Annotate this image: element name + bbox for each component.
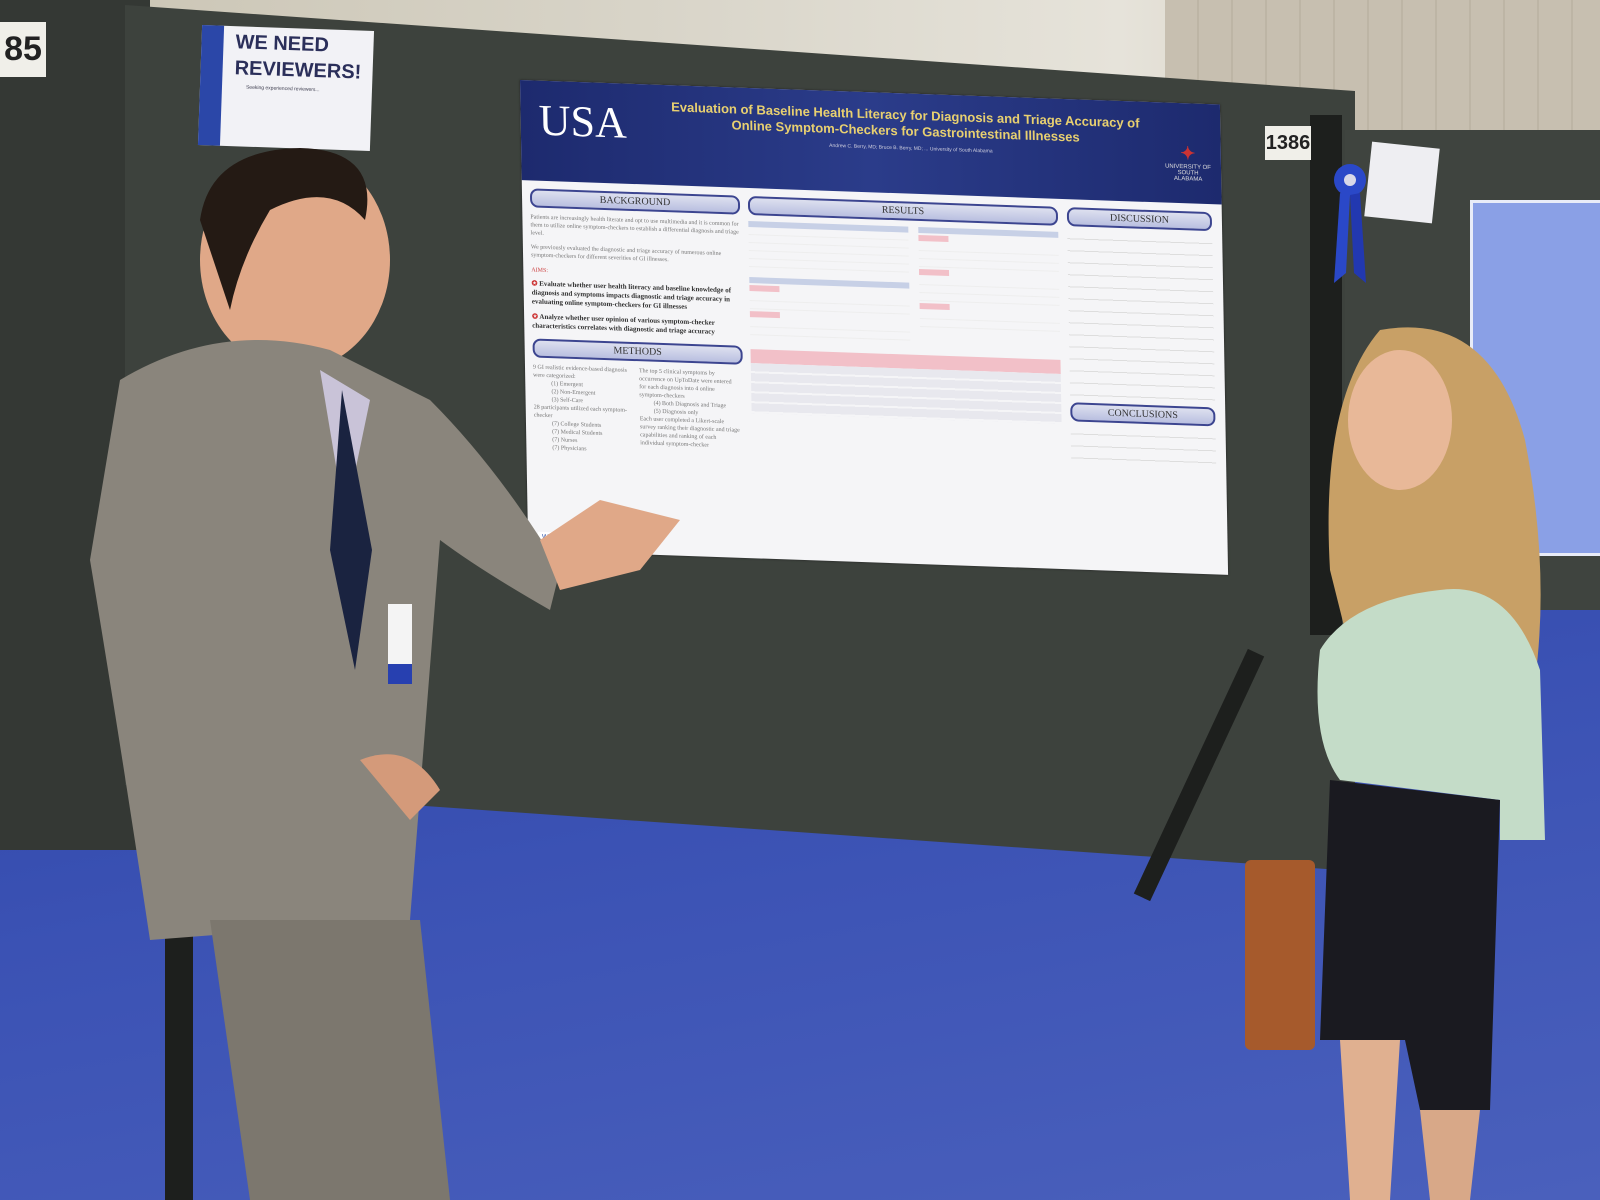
results-table-d bbox=[750, 363, 1062, 424]
pinned-flyer bbox=[1364, 141, 1440, 224]
blue-ribbon-award bbox=[1334, 164, 1366, 283]
ad-headline-1: WE NEED bbox=[235, 31, 330, 57]
results-table-a bbox=[748, 220, 910, 273]
results-tables bbox=[748, 220, 1060, 356]
results-table-c-body bbox=[918, 226, 1060, 332]
poster-right-column: DISCUSSION CONCLUSIONS bbox=[1066, 207, 1217, 473]
booth-number-right: 1386 bbox=[1265, 126, 1311, 160]
reviewers-ad-sign: WE NEED REVIEWERS! Seeking experienced r… bbox=[197, 25, 375, 151]
poster-results-column: RESULTS bbox=[747, 195, 1062, 424]
name-badge bbox=[388, 604, 412, 684]
brown-tote-bag bbox=[1245, 860, 1315, 1050]
university-logo: ✦ UNIVERSITY OF SOUTH ALABAMA bbox=[1165, 143, 1212, 183]
board-stand-leg-left bbox=[165, 930, 193, 1200]
university-name: UNIVERSITY OF SOUTH ALABAMA bbox=[1165, 163, 1212, 183]
presenter-man bbox=[90, 148, 680, 1200]
discussion-heading: DISCUSSION bbox=[1066, 207, 1213, 232]
conclusions-text bbox=[1070, 427, 1217, 473]
booth-number-left: 85 bbox=[0, 22, 46, 77]
visitor-woman bbox=[1317, 327, 1545, 1200]
results-table-b bbox=[749, 277, 911, 341]
conclusions-heading: CONCLUSIONS bbox=[1070, 402, 1216, 427]
results-table-c bbox=[918, 226, 1060, 356]
results-heading: RESULTS bbox=[747, 195, 1059, 226]
results-table-ab bbox=[748, 220, 911, 351]
discussion-text bbox=[1067, 232, 1216, 408]
ad-headline-2: REVIEWERS! bbox=[234, 57, 362, 84]
